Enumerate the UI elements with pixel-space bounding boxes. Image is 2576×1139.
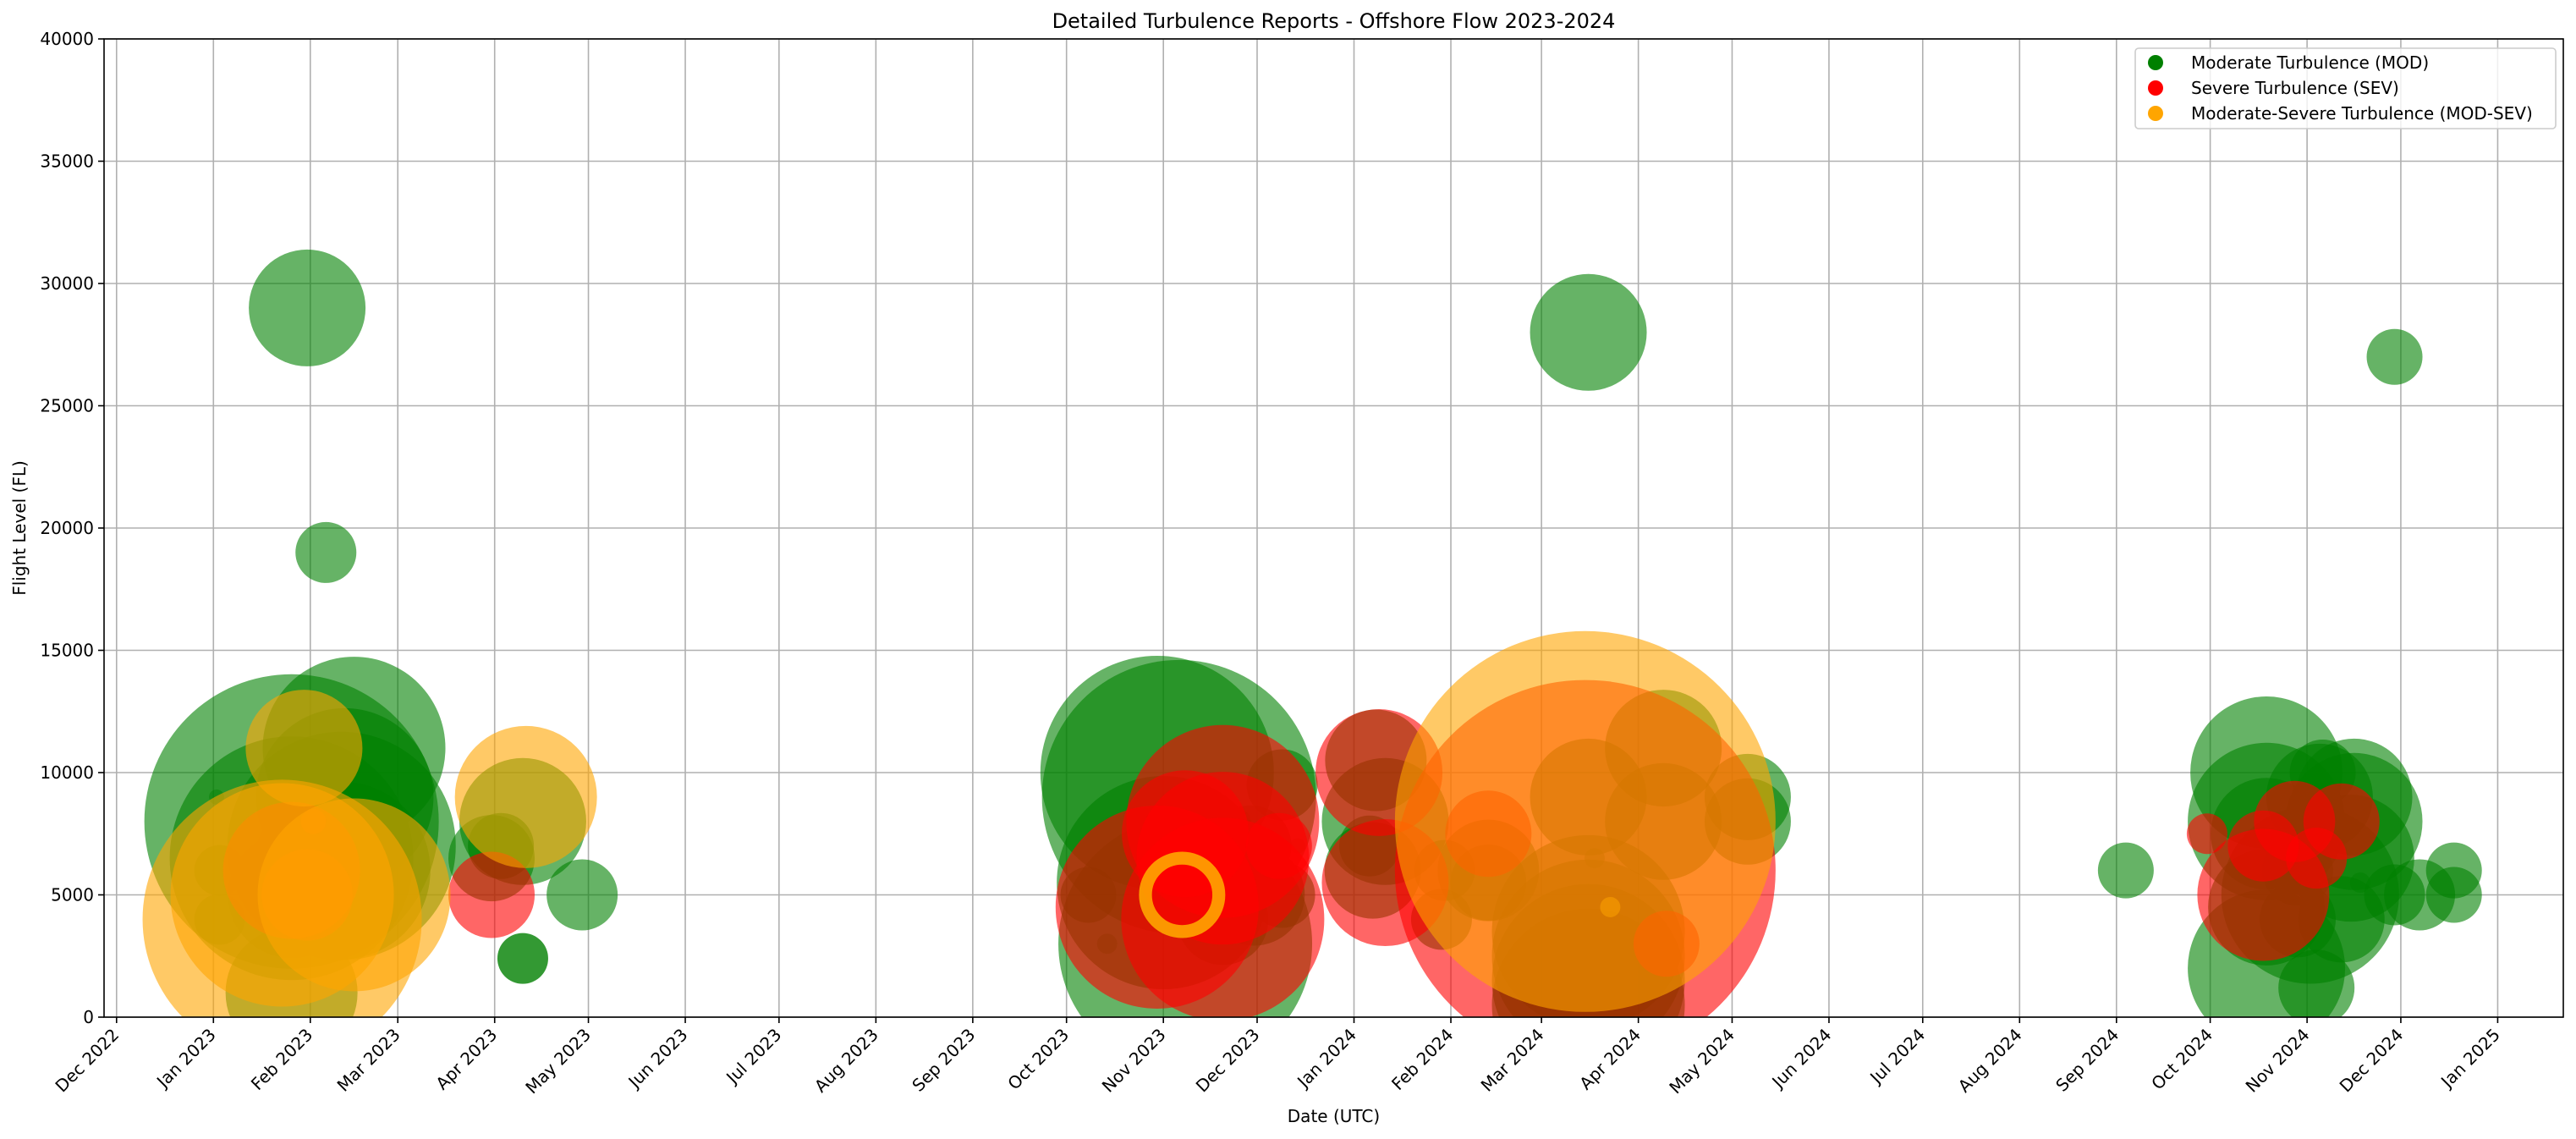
- legend-marker: [2148, 55, 2163, 70]
- x-axis-title: Date (UTC): [1288, 1106, 1380, 1126]
- data-point: [448, 851, 536, 938]
- legend-label: Severe Turbulence (SEV): [2191, 78, 2399, 98]
- y-tick-label: 40000: [40, 29, 94, 49]
- data-point: [2303, 783, 2380, 860]
- y-tick-label: 20000: [40, 518, 94, 538]
- y-tick-label: 0: [83, 1007, 94, 1027]
- data-point: [1394, 630, 1776, 1012]
- y-axis-title: Flight Level (FL): [9, 460, 30, 596]
- legend-label: Moderate-Severe Turbulence (MOD-SEV): [2191, 103, 2533, 124]
- y-tick-label: 10000: [40, 762, 94, 783]
- y-tick-label: 25000: [40, 396, 94, 416]
- data-point: [1245, 812, 1312, 879]
- legend-label: Moderate Turbulence (MOD): [2191, 52, 2429, 73]
- legend-marker: [2148, 106, 2163, 121]
- chart-title: Detailed Turbulence Reports - Offshore F…: [1052, 9, 1616, 33]
- data-point: [497, 933, 548, 984]
- y-tick-label: 35000: [40, 151, 94, 172]
- data-point: [1530, 273, 1647, 391]
- data-point: [2186, 813, 2227, 855]
- data-point: [2278, 949, 2355, 1017]
- legend: Moderate Turbulence (MOD) Severe Turbulen…: [2134, 47, 2557, 129]
- y-tick-label: 30000: [40, 273, 94, 294]
- series-2: [142, 630, 1776, 1017]
- data-point: [257, 798, 451, 992]
- data-point: [454, 725, 597, 868]
- data-point: [2366, 328, 2423, 385]
- legend-box: [2134, 47, 2557, 129]
- y-tick-label: 5000: [51, 885, 94, 905]
- data-point: [295, 521, 357, 583]
- legend-marker: [2148, 80, 2163, 96]
- data-point: [2425, 842, 2482, 899]
- y-tick-label: 15000: [40, 641, 94, 661]
- data-point: [245, 690, 363, 807]
- data-points: [142, 249, 2482, 1017]
- data-point: [547, 859, 618, 931]
- data-point: [2097, 842, 2154, 899]
- data-point: [249, 249, 366, 366]
- data-point: [1139, 851, 1226, 938]
- data-point: [1600, 896, 1621, 917]
